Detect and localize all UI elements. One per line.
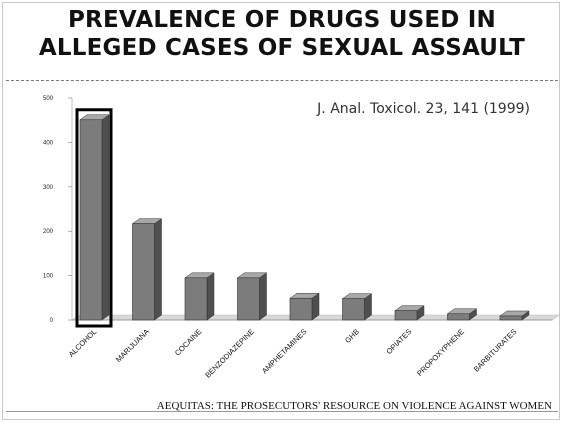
bar-propoxyphene [446, 308, 478, 321]
x-category-label: MARIJUANA [114, 327, 151, 364]
bar-benzodiazepine [236, 272, 268, 321]
bar-side [206, 272, 215, 321]
highlight-box [75, 108, 113, 328]
y-tick-label: 500 [43, 96, 54, 102]
bar-amphetamines [289, 292, 320, 321]
x-category-label: AMPHETAMINES [260, 327, 308, 375]
y-tick-label: 300 [43, 185, 54, 191]
x-category-label: BENZODIAZEPINE [203, 327, 256, 380]
bar-side [101, 114, 110, 321]
bar-front [289, 297, 313, 321]
bar-front [342, 298, 365, 321]
bar-barbiturates [499, 310, 530, 321]
bar-front [394, 310, 418, 321]
y-tick-label: 200 [43, 229, 54, 235]
bar-ghb [341, 293, 373, 321]
bar-front [79, 119, 103, 321]
y-axis: 0 100 200 300 400 500 [43, 96, 72, 324]
bar-alcohol [79, 114, 110, 321]
bar-marijuana [131, 218, 163, 321]
bar-side [259, 272, 267, 321]
y-tick-label: 100 [43, 274, 54, 280]
slide-title: PREVALENCE OF DRUGS USED IN ALLEGED CASE… [0, 6, 564, 62]
bar-cocaine [184, 272, 215, 321]
x-category-label: COCAINE [173, 327, 204, 358]
y-tick-label: 0 [50, 318, 54, 324]
x-category-label: OPIATES [384, 327, 413, 356]
y-tick-label: 400 [43, 140, 54, 146]
x-category-label: BARBITURATES [472, 327, 519, 374]
footer-divider [6, 411, 558, 412]
bar-front [237, 277, 260, 321]
highlight [75, 108, 113, 328]
title-divider [6, 80, 558, 81]
x-category-label: GHB [343, 327, 361, 345]
chart-bars [79, 114, 530, 321]
bar-front [447, 313, 470, 321]
slide-frame [2, 2, 560, 420]
title-line-1: PREVALENCE OF DRUGS USED IN [68, 7, 496, 33]
title-line-2: ALLEGED CASES OF SEXUAL ASSAULT [38, 35, 526, 61]
x-category-label: PROPOXYPHENE [415, 327, 466, 378]
footer-credit: AEQUITAS: THE PROSECUTORS' RESOURCE ON V… [156, 400, 552, 412]
x-axis: ALCOHOL MARIJUANA COCAINE BENZODIAZEPINE AMP… [67, 327, 519, 380]
bar-opiates [394, 305, 425, 321]
bar-side [154, 218, 162, 321]
citation: J. Anal. Toxicol. 23, 141 (1999) [317, 101, 530, 117]
bar-front [184, 277, 208, 321]
x-category-label: ALCOHOL [67, 327, 99, 359]
bar-front [132, 223, 155, 321]
bar-front [499, 315, 523, 321]
